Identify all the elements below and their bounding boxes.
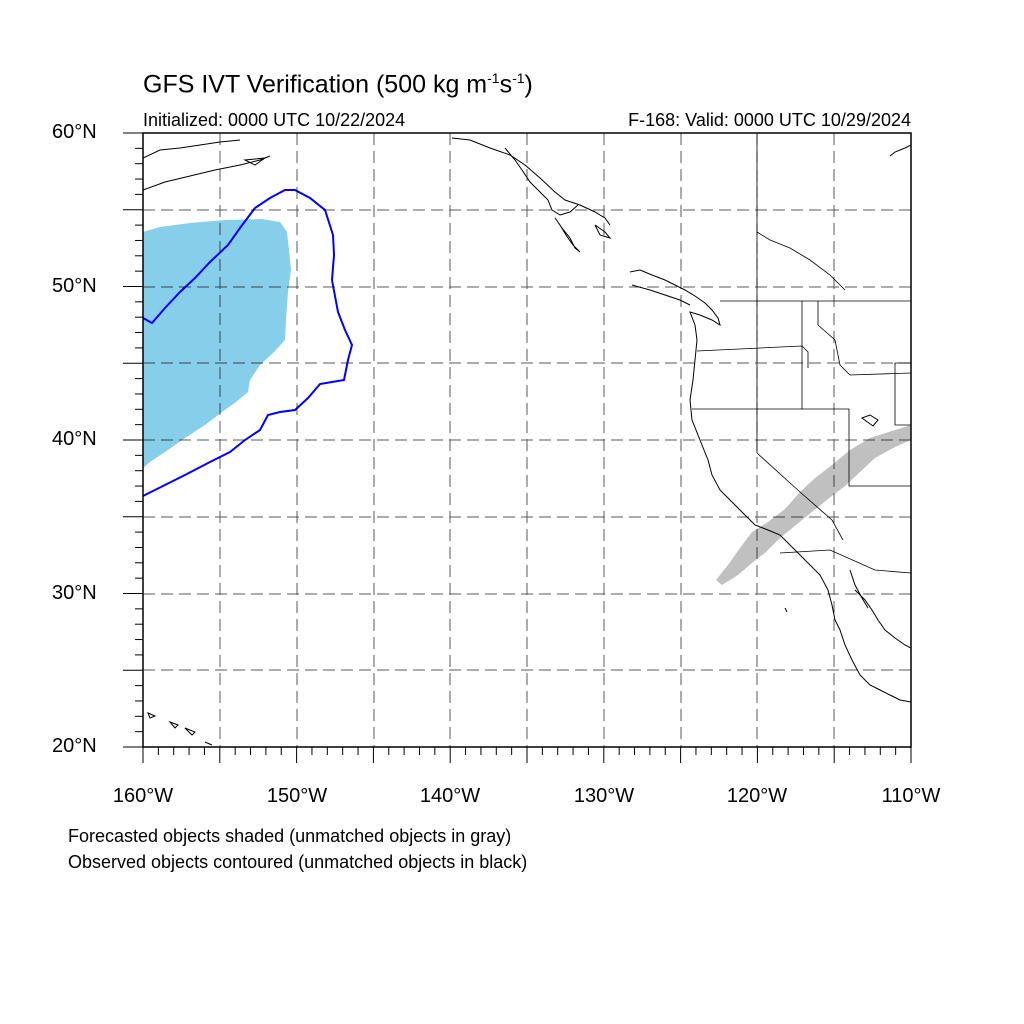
lat-label-40n: 40°N [52,428,97,450]
footnote-observed: Observed objects contoured (unmatched ob… [68,852,528,872]
lat-label-20n: 20°N [52,735,97,757]
footnote-forecast: Forecasted objects shaded (unmatched obj… [68,826,512,846]
lon-label-150w: 150°W [266,785,328,807]
graticule [143,133,911,747]
lon-label-140w: 140°W [419,785,481,807]
lat-label-60n: 60°N [52,121,97,143]
lon-label-120w: 120°W [726,785,788,807]
forecast-object-unmatched [716,425,911,585]
observed-object-contour [143,189,354,497]
map-title: GFS IVT Verification (500 kg m-1s-1) [143,70,533,99]
state-borders [692,133,911,574]
initialized-time: Initialized: 0000 UTC 10/22/2024 [143,110,406,130]
lon-label-110w: 110°W [881,785,941,807]
lon-label-160w: 160°W [112,785,174,807]
lat-label-30n: 30°N [52,582,97,604]
lon-label-130w: 130°W [573,785,635,807]
coastlines [143,137,911,746]
valid-time: F-168: Valid: 0000 UTC 10/29/2024 [628,110,911,130]
axis-ticks [123,132,912,763]
lat-label-50n: 50°N [52,275,97,297]
forecast-object-matched [143,219,291,468]
